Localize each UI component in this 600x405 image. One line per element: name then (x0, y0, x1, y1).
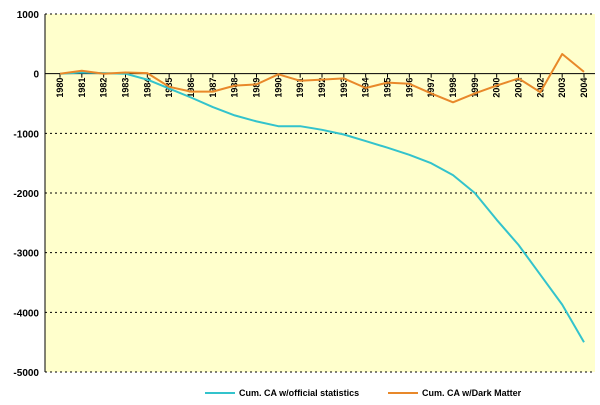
x-tick-label: 1999 (470, 78, 480, 98)
y-tick-label: -1000 (13, 129, 39, 140)
x-tick-label: 1989 (252, 78, 262, 98)
series-line-2 (59, 53, 585, 104)
series-line-1 (59, 71, 585, 343)
x-tick-label: 1984 (142, 78, 152, 98)
y-tick-label: -3000 (13, 249, 39, 260)
x-tick-label: 1987 (208, 78, 218, 98)
y-tick-label: 1000 (17, 10, 40, 21)
x-tick-label: 1991 (295, 78, 305, 98)
legend-label: Cum. CA w/official statistics (239, 388, 359, 398)
x-tick-label: 2000 (492, 78, 502, 98)
x-tick-label: 1982 (99, 78, 109, 98)
x-tick-label: 2004 (579, 78, 589, 98)
x-tick-label: 1990 (273, 78, 283, 98)
y-tick-label: -2000 (13, 189, 39, 200)
x-tick-label: 1997 (426, 78, 436, 98)
legend-label: Cum. CA w/Dark Matter (422, 388, 522, 398)
x-tick-label: 1986 (186, 78, 196, 98)
x-tick-label: 1998 (448, 78, 458, 98)
y-tick-label: -5000 (13, 368, 39, 379)
x-tick-label: 1983 (121, 78, 131, 98)
x-tick-label: 1981 (77, 78, 87, 98)
x-tick-label: 1995 (383, 78, 393, 98)
x-tick-label: 2002 (535, 78, 545, 98)
x-tick-label: 2001 (514, 78, 524, 98)
x-tick-label: 2003 (557, 78, 567, 98)
x-tick-label: 1993 (339, 78, 349, 98)
y-tick-label: -4000 (13, 308, 39, 319)
x-tick-label: 1980 (55, 78, 65, 98)
x-tick-label: 1992 (317, 78, 327, 98)
x-tick-label: 1988 (230, 78, 240, 98)
x-tick-label: 1996 (404, 78, 414, 98)
y-tick-label: 0 (33, 70, 39, 81)
